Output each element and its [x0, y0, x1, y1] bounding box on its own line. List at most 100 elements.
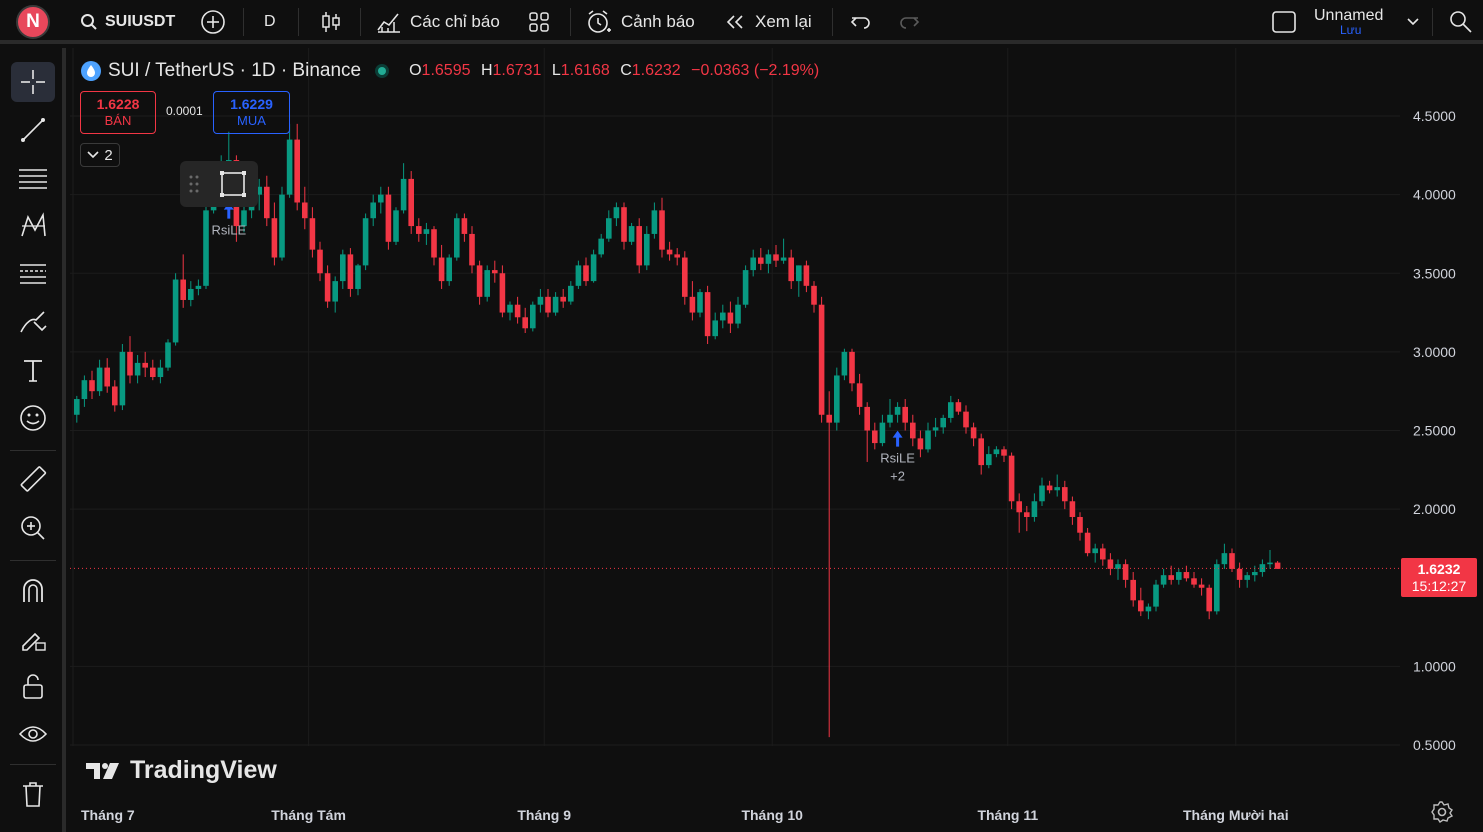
chart-type-button[interactable]: [320, 0, 342, 44]
candle-body: [454, 218, 460, 258]
symbol-search-button[interactable]: SUIUSDT: [80, 0, 175, 44]
layout-select-checkbox[interactable]: [1272, 0, 1298, 44]
candle-body: [157, 367, 164, 378]
sell-button[interactable]: 1.6228 BÁN: [80, 91, 156, 134]
candle-body: [362, 218, 369, 266]
layout-menu-toggle[interactable]: [1406, 0, 1420, 44]
candle-body: [241, 210, 247, 227]
chevron-down-icon: [87, 151, 99, 159]
smile-icon: [20, 405, 46, 431]
settings-gear-icon[interactable]: [1430, 800, 1454, 824]
magnet-tool[interactable]: [11, 570, 55, 610]
candle-body: [279, 194, 285, 258]
buy-price: 1.6229: [230, 96, 273, 112]
trend-line-icon: [21, 118, 45, 142]
trend-line-tool[interactable]: [11, 110, 55, 150]
candle-body: [355, 265, 361, 289]
candle-body: [948, 402, 954, 418]
candle-body: [438, 257, 445, 282]
candle-body: [1069, 501, 1076, 517]
candle-body: [712, 320, 718, 337]
candle-body: [1176, 572, 1182, 580]
candle-body: [955, 402, 962, 412]
quick-search-button[interactable]: [1448, 0, 1474, 44]
brush-tool[interactable]: [11, 302, 55, 342]
candle-body: [530, 304, 536, 329]
undo-button[interactable]: [850, 0, 872, 44]
drag-handle-icon[interactable]: [188, 174, 200, 194]
buy-signal-arrow: [892, 430, 903, 447]
grid-icon: [529, 12, 549, 32]
change-value: −0.0363 (−2.19%): [691, 62, 820, 79]
toolbar-divider: [1432, 8, 1433, 36]
candle-body: [689, 296, 696, 313]
candle-body: [1039, 485, 1045, 502]
pencil-lock-icon: [22, 632, 46, 651]
tool-divider: [10, 560, 56, 561]
layouts-button[interactable]: [528, 0, 550, 44]
y-axis-tick-label: 2.5000: [1413, 423, 1456, 439]
toolbar-divider: [243, 8, 244, 36]
text-tool[interactable]: [11, 350, 55, 390]
measure-tool[interactable]: [11, 460, 55, 500]
buy-button[interactable]: 1.6229 MUA: [213, 91, 290, 134]
candle-body: [1092, 548, 1098, 554]
candle-body: [1107, 559, 1114, 569]
candle-body: [1031, 501, 1038, 517]
legend-collapse-button[interactable]: 2: [80, 143, 120, 167]
candle-body: [796, 265, 802, 282]
layout-name-button[interactable]: Unnamed Lưu: [1314, 0, 1383, 44]
emoji-tool[interactable]: [11, 398, 55, 438]
compare-symbol-button[interactable]: [200, 0, 226, 44]
tradingview-logo[interactable]: TradingView: [84, 756, 277, 785]
lock-all-tool[interactable]: [11, 666, 55, 706]
horizontal-lines-tool[interactable]: [11, 158, 55, 198]
candle-body: [720, 312, 726, 321]
price-chart[interactable]: 4.5000 4.0000 3.5000 3.0000 2.5000 2.0000 1.00…: [70, 48, 1483, 832]
remove-drawings-tool[interactable]: [11, 774, 55, 814]
candle-body: [963, 411, 969, 428]
symbol-label: SUIUSDT: [105, 13, 176, 30]
lock-drawing-tool[interactable]: [11, 618, 55, 658]
interval-button[interactable]: D: [264, 0, 276, 44]
redo-button[interactable]: [898, 0, 920, 44]
alerts-label: Cảnh báo: [621, 12, 695, 31]
x-axis-tick-label: Tháng 10: [741, 807, 803, 823]
toolbar-divider: [360, 8, 361, 36]
x-axis-tick-label: Tháng 9: [517, 807, 571, 823]
candle-body: [872, 430, 878, 444]
candle-body: [400, 178, 407, 211]
candle-body: [1206, 587, 1212, 612]
y-axis-tick-label: 3.5000: [1413, 265, 1456, 281]
candle-body: [780, 257, 787, 261]
candle-body: [742, 270, 749, 305]
low-value: 1.6168: [560, 62, 610, 79]
open-label: O: [409, 62, 422, 79]
alarm-clock-icon: [588, 10, 611, 33]
floating-drawing-toolbar[interactable]: [180, 161, 258, 207]
indicators-button[interactable]: Các chỉ báo: [376, 0, 500, 44]
candle-body: [165, 342, 171, 368]
tool-divider: [10, 764, 56, 765]
zoom-in-tool[interactable]: [11, 508, 55, 548]
rewind-icon: [726, 15, 743, 29]
candle-body: [1252, 572, 1258, 576]
fib-tool[interactable]: [11, 254, 55, 294]
pattern-tool[interactable]: [11, 206, 55, 246]
select-rectangle-icon[interactable]: [218, 169, 248, 199]
crosshair-tool[interactable]: [11, 62, 55, 102]
candle-body: [666, 249, 673, 255]
chart-pane[interactable]: 4.5000 4.0000 3.5000 3.0000 2.5000 2.0000 1.00…: [70, 48, 1483, 832]
candle-body: [1183, 572, 1190, 579]
hide-drawings-tool[interactable]: [11, 714, 55, 754]
candle-body: [1008, 455, 1015, 502]
indicators-label: Các chỉ báo: [410, 12, 500, 31]
candle-body: [1153, 584, 1159, 607]
candle-body: [104, 367, 110, 387]
low-label: L: [551, 62, 561, 79]
alerts-button[interactable]: Cảnh báo: [586, 0, 695, 44]
open-value: 1.6595: [421, 62, 471, 79]
ohlc-values: O1.6595 H1.6731 L1.6168 C1.6232 −0.0363 …: [403, 62, 819, 80]
replay-button[interactable]: Xem lại: [724, 0, 812, 44]
user-avatar[interactable]: N: [16, 5, 50, 39]
